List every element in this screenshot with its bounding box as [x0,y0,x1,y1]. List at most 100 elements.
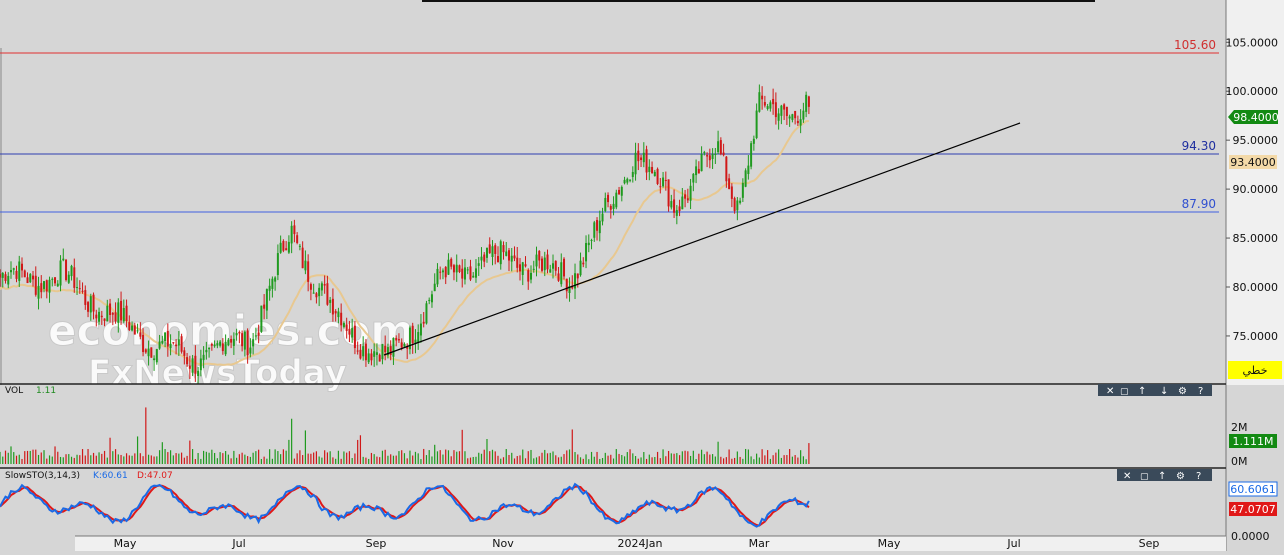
volume-bar [687,451,689,464]
time-axis-labels: May Jul Sep Nov 2024Jan Mar May Jul Sep [114,537,1160,550]
close-icon[interactable]: ✕ [1123,471,1131,482]
volume-bar [222,453,224,464]
candle-body [648,166,651,173]
candle-body [26,277,29,284]
volume-bar [610,454,612,464]
volume-bar [709,454,711,464]
volume-bar [296,453,298,464]
maximize-icon[interactable]: ▢ [1140,472,1149,482]
settings-icon[interactable]: ⚙ [1178,386,1187,397]
candle-body [645,149,648,173]
candle-body [359,349,362,359]
candle-body [430,294,433,303]
volume-bar [76,454,78,464]
candle-body [356,350,359,352]
line-tool-badge[interactable]: خطي [1228,361,1282,379]
volume-bar [225,451,227,464]
candle-body [496,256,499,262]
volume-bar [79,455,81,464]
volume-bar [249,456,251,464]
volume-bar [555,455,557,464]
candle-body [392,337,395,357]
candle-body [518,264,521,272]
volume-bar [436,451,439,464]
candle-body [155,349,158,363]
volume-bar [354,453,356,464]
candle-body [21,263,24,271]
trendline[interactable] [383,122,1021,356]
help-icon[interactable]: ? [1198,386,1203,397]
volume-bar [772,455,774,464]
maximize-icon[interactable]: ▢ [1120,387,1129,397]
volume-bar [376,456,378,464]
candle-body [268,285,271,291]
candle-body [114,312,117,322]
time-axis-panel[interactable] [75,536,1226,551]
help-icon[interactable]: ? [1196,471,1201,482]
volume-bar [200,458,202,464]
candle-body [150,347,153,358]
candle-body [208,347,211,350]
settings-icon[interactable]: ⚙ [1176,471,1185,482]
candle-body [241,333,244,347]
move-up-icon[interactable]: ↑ [1158,471,1166,482]
volume-bar [549,452,551,464]
candle-body [447,259,450,275]
volume-bar [456,451,458,464]
candle-body [337,311,340,318]
move-down-icon[interactable]: ↓ [1160,386,1168,397]
volume-bar [313,452,315,464]
watermark-line2: FxNewsToday [88,353,347,393]
candle-body [213,344,216,347]
candle-body [290,225,293,244]
volume-bar [169,450,172,464]
volume-bar [101,453,103,464]
volume-bar [541,452,543,464]
horizontal-levels[interactable] [0,52,1219,213]
volume-bar [590,451,593,464]
volume-bar [51,456,53,464]
candle-body [574,273,577,289]
volume-bar [511,452,513,464]
candle-body [329,299,332,303]
candle-body [362,346,365,357]
volume-bar [68,454,70,464]
volume-bar [318,456,320,464]
candle-body [293,225,296,235]
volume-bar [453,450,455,464]
candle-body [81,290,84,292]
volume-bar [805,459,807,464]
candle-body [777,113,780,121]
volume-bar [271,458,273,464]
candle-body [615,192,618,208]
candle-body [780,105,783,116]
candle-body [276,253,279,276]
candle-body [684,194,687,199]
volume-bar [409,450,411,464]
candle-body [425,303,428,324]
volume-bar [24,451,26,464]
volume-bar [288,439,290,464]
volume-bar [359,435,362,464]
candle-body [571,285,574,289]
volume-bar [676,453,678,464]
volume-bar [285,450,287,464]
support-label-lower: 87.90 [1182,197,1216,211]
volume-bar [136,436,139,464]
volume-bar [571,429,573,464]
candle-body [158,341,161,349]
volume-bar [343,451,345,464]
time-axis-label: Jul [1006,537,1020,550]
stoch-panel-toolbar[interactable]: ✕ ▢ ↑ ⚙ ? [1117,469,1212,482]
candle-body [637,150,640,162]
close-icon[interactable]: ✕ [1106,386,1114,397]
candle-body [568,286,571,294]
move-up-icon[interactable]: ↑ [1138,386,1146,397]
volume-panel-toolbar[interactable]: ✕ ▢ ↑ ↓ ⚙ ? [1098,384,1212,397]
volume-bar [266,458,268,464]
volume-bar [18,454,20,464]
volume-bar [706,451,708,464]
price-axis-panel[interactable] [1226,0,1284,385]
